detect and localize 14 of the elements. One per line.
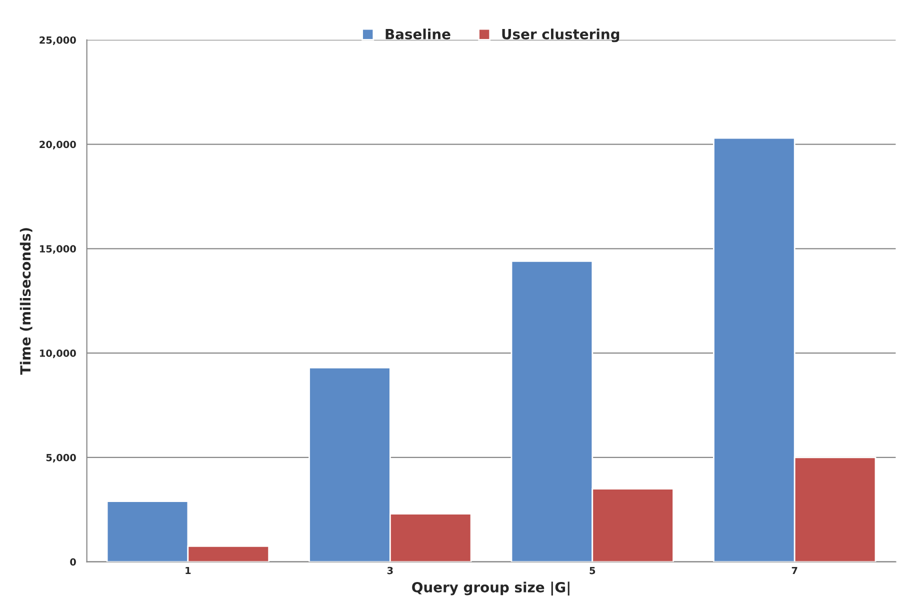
x-tick-label: 3 [387, 566, 393, 574]
x-tick-label: 1 [186, 566, 191, 574]
x-axis-title: Query group size |G| [412, 582, 570, 596]
y-tick-label: 25,000 [40, 36, 76, 45]
y-tick-label: 10,000 [40, 350, 76, 358]
y-tick-label: 5,000 [46, 454, 76, 463]
y-tick-label: 0 [70, 558, 76, 566]
y-axis-title: Time (miliseconds) [20, 228, 32, 375]
y-tick-label: 20,000 [40, 140, 76, 150]
x-tick-label: 5 [590, 566, 596, 574]
legend-label: User clustering [502, 28, 620, 42]
legend-label: Baseline [386, 28, 450, 40]
x-tick-label: 7 [792, 566, 798, 574]
y-tick-label: 15,000 [40, 245, 76, 254]
